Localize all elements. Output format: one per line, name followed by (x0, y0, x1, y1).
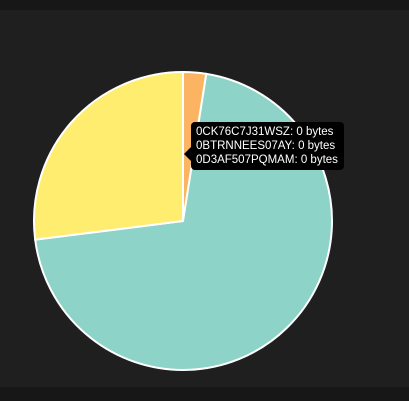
tooltip-row: 0CK76C7J31WSZ: 0 bytes (196, 126, 334, 138)
tooltip-label: 0CK76C7J31WSZ (196, 126, 290, 138)
pie-slices (33, 70, 333, 371)
tooltip-value: 0 bytes (300, 154, 338, 166)
tooltip-label: 0BTRNNEES07AY (196, 140, 292, 152)
tooltip-value: 0 bytes (298, 140, 336, 152)
pie-slice[interactable] (33, 70, 184, 241)
tooltip-label: 0D3AF507PQMAM (196, 154, 295, 166)
tooltip-pointer (184, 147, 191, 161)
panel-top-bar (0, 0, 409, 10)
chart-tooltip: 0CK76C7J31WSZ: 0 bytes 0BTRNNEES07AY: 0 … (191, 122, 344, 170)
tooltip-row: 0BTRNNEES07AY: 0 bytes (196, 140, 336, 152)
tooltip-row: 0D3AF507PQMAM: 0 bytes (196, 154, 338, 166)
tooltip-value: 0 bytes (296, 126, 334, 138)
panel-bottom-bar (0, 387, 409, 401)
